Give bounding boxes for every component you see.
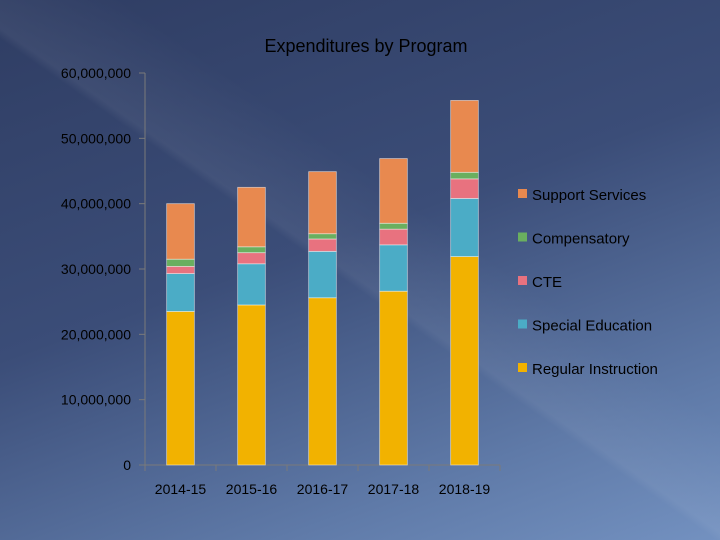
y-tick-label: 60,000,000: [61, 65, 131, 81]
bar-segment: [166, 203, 195, 260]
bars: [166, 100, 479, 466]
bar-segment: [166, 265, 195, 274]
x-tick-label: 2015-16: [226, 481, 278, 497]
y-axis: 0 10,000,000 20,000,000 30,000,000 40,000,00…: [61, 65, 146, 473]
bar-segment: [237, 246, 266, 254]
bar-segment: [237, 304, 266, 466]
x-tick-label: 2017-18: [368, 481, 420, 497]
y-tick-label: 40,000,000: [61, 196, 131, 212]
legend-label: Special Education: [532, 318, 652, 335]
y-tick-label: 10,000,000: [61, 392, 131, 408]
y-tick-label: 50,000,000: [61, 130, 131, 146]
legend-label: Regular Instruction: [532, 361, 658, 378]
bar-segment: [450, 171, 479, 180]
bar-segment: [308, 250, 337, 299]
legend-swatch: [518, 363, 527, 372]
bar-segment: [237, 186, 266, 248]
x-tick-label: 2016-17: [297, 481, 349, 497]
legend-swatch: [518, 319, 527, 329]
chart-title: Expenditures by Program: [264, 36, 467, 56]
x-tick-label: 2014-15: [155, 481, 207, 497]
bar-segment: [450, 178, 479, 199]
bar-segment: [237, 263, 266, 306]
bar-segment: [450, 256, 479, 466]
y-tick-label: 0: [123, 457, 131, 473]
bar-segment: [308, 238, 337, 252]
y-tick-label: 30,000,000: [61, 261, 131, 277]
bar-segment: [308, 171, 337, 235]
legend-label: Compensatory: [532, 231, 630, 248]
bar-segment: [450, 100, 479, 173]
bar-segment: [166, 273, 195, 312]
legend: Support Services Compensatory CTE Special E…: [518, 187, 658, 378]
legend-swatch: [518, 232, 527, 242]
bar-segment: [450, 198, 479, 257]
bar-segment: [308, 297, 337, 466]
bar-segment: [166, 311, 195, 466]
bar-segment: [308, 233, 337, 240]
legend-label: CTE: [532, 274, 562, 291]
bar-segment: [379, 158, 408, 224]
x-axis: 2014-15 2015-16 2016-17 2017-18 2018-19: [144, 464, 501, 497]
bar-segment: [379, 290, 408, 466]
x-tick-label: 2018-19: [439, 481, 491, 497]
legend-label: Support Services: [532, 187, 646, 204]
legend-swatch: [518, 189, 527, 198]
bar-segment: [379, 244, 408, 292]
bar-segment: [166, 258, 195, 267]
legend-swatch: [518, 276, 527, 285]
bar-segment: [379, 228, 408, 246]
bar-segment: [379, 222, 408, 230]
y-tick-label: 20,000,000: [61, 326, 131, 342]
bar-segment: [237, 252, 266, 265]
